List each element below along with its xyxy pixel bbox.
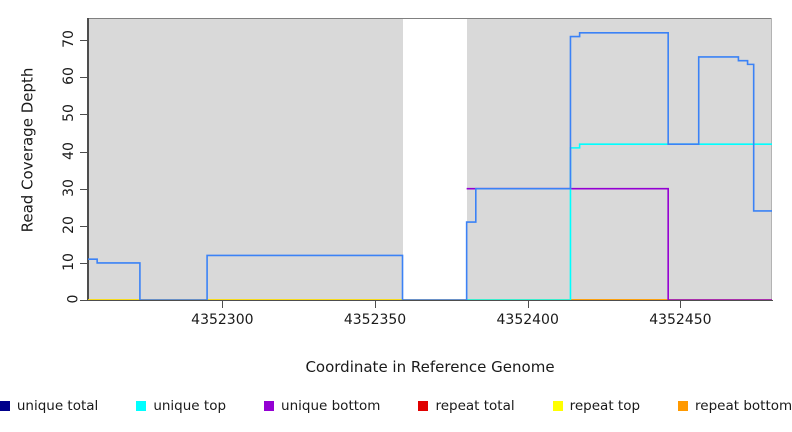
y-axis-tick <box>80 114 87 116</box>
y-axis-tick-label: 10 <box>60 252 78 271</box>
legend-item[interactable]: unique top <box>136 398 226 414</box>
y-axis-title-text: Read Coverage Depth <box>18 67 36 233</box>
plot-border-right <box>771 18 772 300</box>
series-line-unique-bottom <box>466 187 772 300</box>
plot-border-left <box>88 18 89 300</box>
y-axis-tick-label: 70 <box>60 30 78 49</box>
x-axis-tick-label: 4352400 <box>496 312 559 328</box>
series-line-unique-top <box>466 143 772 300</box>
data-series-layer <box>88 32 772 300</box>
x-axis-tick-label: 4352450 <box>649 312 712 328</box>
y-axis-tick-label-text: 40 <box>61 141 78 160</box>
y-axis-tick-label-text: 30 <box>61 178 78 197</box>
y-axis-tick-label: 20 <box>60 215 78 234</box>
y-axis-line <box>87 18 88 301</box>
legend-swatch-icon <box>678 401 689 411</box>
y-axis-tick <box>80 225 87 227</box>
legend-item[interactable]: unique bottom <box>264 398 380 414</box>
x-axis-tick-label: 4352300 <box>191 312 254 328</box>
legend-item[interactable]: repeat total <box>418 398 515 414</box>
legend-swatch-icon <box>264 401 275 411</box>
plot-border-top <box>88 18 772 19</box>
legend-item[interactable]: repeat top <box>552 398 641 414</box>
legend-item-label: unique total <box>16 398 99 414</box>
legend-item-label: repeat top <box>569 398 641 414</box>
legend-item[interactable]: unique total <box>0 398 98 414</box>
y-axis-tick <box>80 188 87 190</box>
x-axis-tick <box>222 301 224 308</box>
y-axis-tick-label-text: 0 <box>65 294 82 304</box>
x-axis-title: Coordinate in Reference Genome <box>305 358 555 376</box>
legend-swatch-icon <box>136 401 147 411</box>
y-axis-tick <box>80 40 87 42</box>
legend-swatch-icon <box>418 401 429 411</box>
y-axis-tick-label-text: 20 <box>61 215 78 234</box>
x-axis-tick <box>375 301 377 308</box>
chart-legend: unique total unique top unique bottom repea… <box>0 398 792 414</box>
plot-background-band <box>88 18 403 300</box>
legend-item[interactable]: repeat bottom <box>678 398 792 414</box>
x-axis-tick <box>680 301 682 308</box>
y-axis-tick <box>80 77 87 79</box>
y-axis-tick-label: 40 <box>60 141 78 160</box>
legend-swatch-icon <box>552 401 563 411</box>
plot-background-band <box>466 18 772 300</box>
series-line-unique-total <box>88 32 772 300</box>
x-axis-tick-label: 4352350 <box>343 312 407 328</box>
y-axis-title: Read Coverage Depth <box>14 0 40 300</box>
y-axis-tick <box>80 151 87 153</box>
legend-item-label: unique bottom <box>281 398 381 414</box>
y-axis-tick-label: 60 <box>60 67 78 86</box>
x-axis-line <box>87 300 773 301</box>
y-axis-tick-label-text: 70 <box>61 30 78 49</box>
y-axis-tick-label-text: 10 <box>61 252 78 271</box>
y-axis-tick-label-text: 60 <box>61 67 78 86</box>
y-axis-tick-label: 50 <box>60 104 78 123</box>
y-axis-tick-label: 0 <box>66 291 82 307</box>
legend-item-label: repeat bottom <box>695 398 792 414</box>
legend-swatch-icon <box>0 401 10 411</box>
x-axis-tick <box>527 301 529 308</box>
y-axis-tick-label: 30 <box>60 178 78 197</box>
y-axis-tick <box>80 300 87 301</box>
legend-item-label: unique top <box>153 398 227 414</box>
plot-area <box>88 18 772 300</box>
y-axis-tick <box>80 262 87 264</box>
y-axis-tick-label-text: 50 <box>61 104 78 123</box>
legend-item-label: repeat total <box>435 398 515 414</box>
